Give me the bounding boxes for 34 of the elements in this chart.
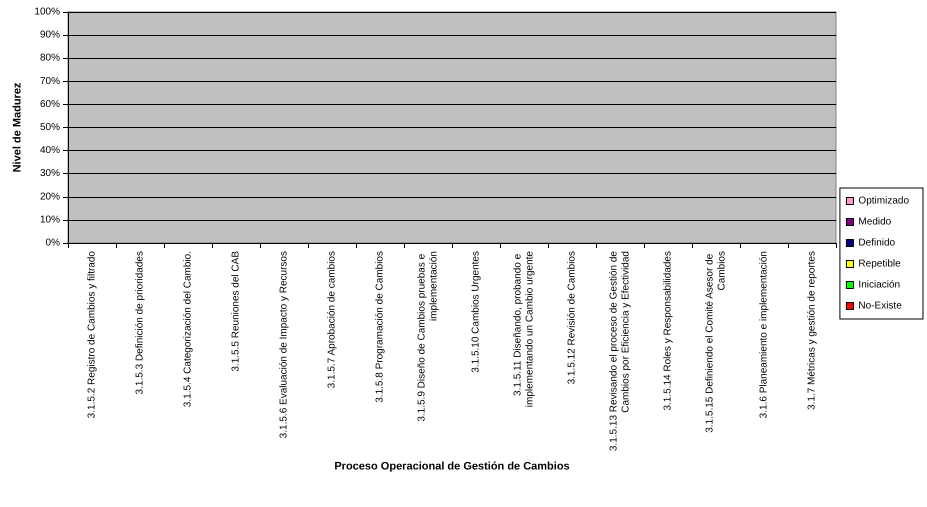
x-tick-label: 3.1.5.15 Definiendo el Comité Asesor de Cambios xyxy=(704,251,728,433)
x-tick-label: 3.1.5.11 Diseñando, probando e implementando un Cambio urgente xyxy=(512,250,536,408)
legend-label: Repetible xyxy=(858,258,902,270)
legend-label: Iniciación xyxy=(858,280,900,290)
y-tick-label: 60% xyxy=(40,98,60,110)
x-tick-label: 3.1.5.7 Aprobación de cambios xyxy=(326,251,338,388)
legend-label: Optimizado xyxy=(858,196,910,206)
x-tick-label: 3.1.5.9 Diseño de Cambios pruebas e implementación xyxy=(416,251,440,422)
x-tick-label: 3.1.5.5 Reuniones del CAB xyxy=(230,250,242,372)
legend-label: Definido xyxy=(858,238,896,248)
x-tick-label: 3.1.6 Planeamiento e implementación xyxy=(758,251,770,418)
x-tick-label: 3.1.5.2 Registro de Cambios y filtrado xyxy=(86,250,98,418)
legend-label: No-Existe xyxy=(858,300,902,312)
x-tick-label: 3.1.5.6 Evaluación de Impacto y Recursos xyxy=(278,251,290,438)
y-tick-label: 100% xyxy=(34,6,60,18)
x-tick-label: 3.1.7 Métricas y gestión de reportes xyxy=(806,251,818,410)
x-tick-label: 3.1.5.10 Cambios Urgentes xyxy=(470,251,482,373)
x-axis-title: Proceso Operacional de Gestión de Cambios xyxy=(334,460,570,472)
y-axis-title: Nivel de Madurez xyxy=(12,82,24,172)
x-tick-label: 3.1.5.3 Definición de prioridades xyxy=(134,251,146,394)
y-tick-label: 70% xyxy=(40,76,60,87)
x-tick-label: 3.1.5.14 Roles y Responsabilidades xyxy=(662,251,674,411)
y-tick-label: 0% xyxy=(46,238,60,248)
y-tick-label: 20% xyxy=(40,191,60,202)
y-tick-label: 30% xyxy=(40,168,60,180)
x-tick-label: 3.1.5.4 Categorización del Cambio. xyxy=(182,251,194,408)
y-tick-label: 90% xyxy=(40,30,60,41)
x-tick-label: 3.1.5.8 Programación de Cambios xyxy=(374,251,386,403)
y-tick-label: 50% xyxy=(40,122,60,133)
y-tick-label: 80% xyxy=(40,52,60,64)
y-tick-label: 40% xyxy=(40,145,60,156)
legend-label: Medido xyxy=(858,216,892,228)
x-tick-label: 3.1.5.12 Revisión de Cambios xyxy=(566,251,578,384)
y-tick-label: 10% xyxy=(40,214,60,226)
